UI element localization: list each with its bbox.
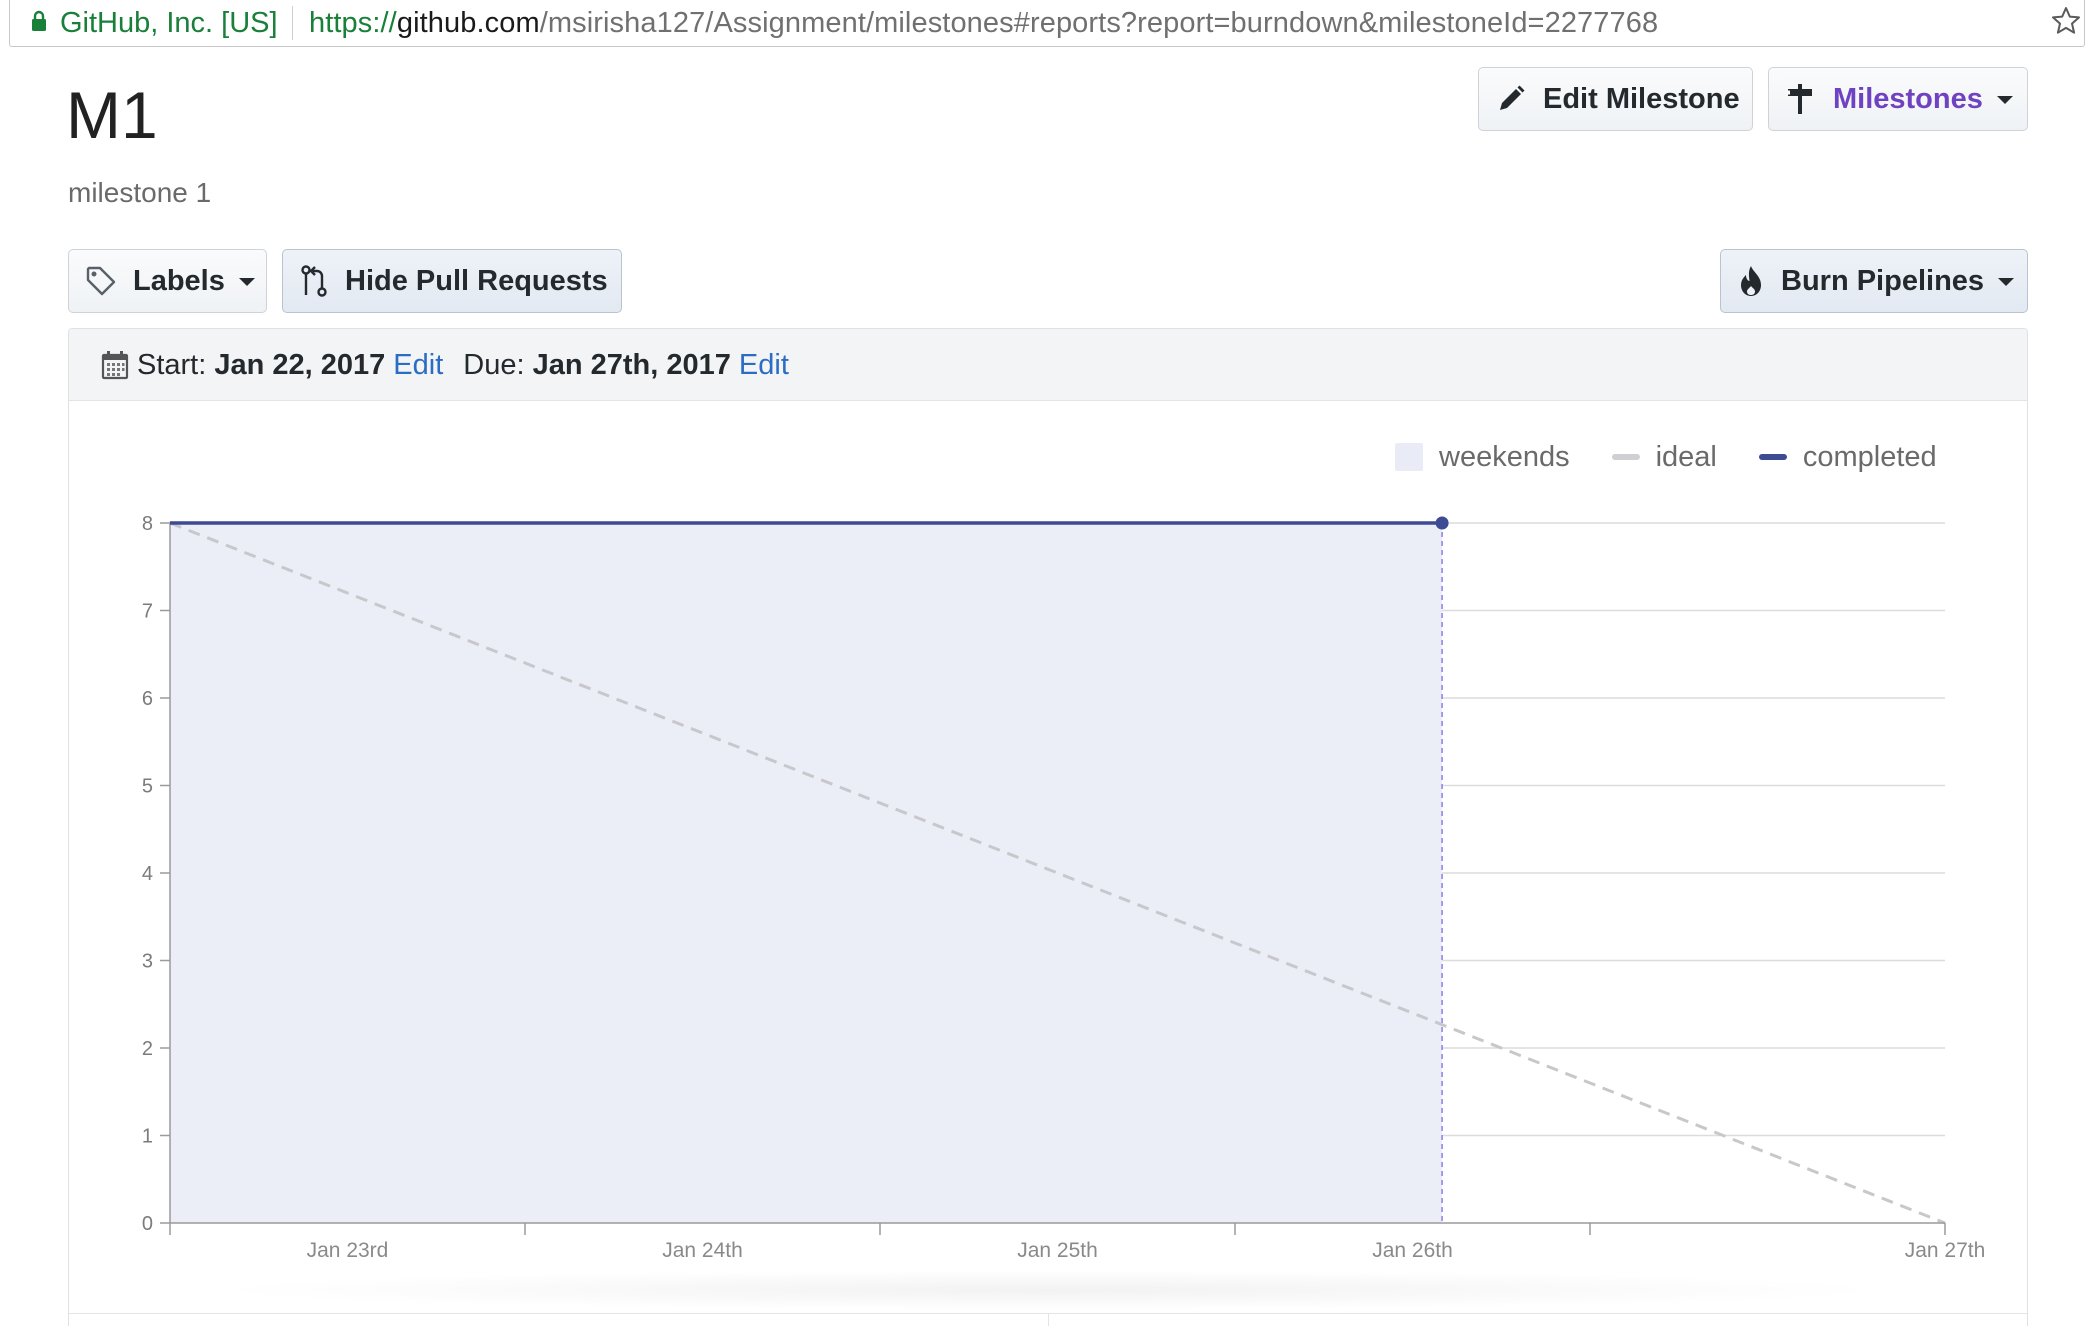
x-tick-label: Jan 23rd	[307, 1239, 389, 1262]
x-tick-label: Jan 24th	[662, 1239, 743, 1262]
url-scheme: https://	[309, 7, 397, 39]
milestone-dates: Start: Jan 22, 2017 Edit Due: Jan 27th, 2…	[101, 348, 789, 382]
lock-icon	[32, 10, 46, 31]
x-tick-label: Jan 26th	[1372, 1239, 1453, 1262]
ideal-series-line	[169, 521, 1946, 1225]
due-date: Jan 27th, 2017	[532, 349, 731, 381]
start-date: Jan 22, 2017	[214, 349, 386, 381]
address-divider	[292, 6, 293, 40]
weekends-swatch	[1395, 443, 1423, 471]
address-bar[interactable]: GitHub, Inc. [US] https://github.com/msi…	[9, 0, 2085, 47]
edit-start-date-link[interactable]: Edit	[393, 349, 444, 381]
completed-swatch	[1758, 454, 1787, 460]
pull-request-icon	[301, 265, 327, 297]
milestones-dropdown-button[interactable]: Milestones	[1768, 67, 2028, 131]
milestones-label: Milestones	[1833, 82, 1983, 115]
hide-pull-requests-button[interactable]: Hide Pull Requests	[282, 249, 622, 313]
y-tick-label: 2	[142, 1038, 153, 1060]
y-tick-label: 6	[142, 688, 153, 710]
chevron-down-icon	[238, 278, 255, 286]
flame-icon	[1741, 266, 1761, 296]
ideal-swatch	[1611, 454, 1640, 460]
y-tick-label: 3	[142, 951, 153, 973]
page-subtitle: milestone 1	[68, 177, 212, 208]
chevron-down-icon	[1996, 96, 2013, 104]
y-tick-label: 1	[142, 1126, 153, 1148]
tag-icon	[86, 266, 116, 296]
y-tick-label: 5	[142, 776, 153, 798]
y-tick-label: 8	[142, 513, 153, 535]
completed-area	[170, 523, 1443, 1223]
y-tick-label: 0	[142, 1213, 153, 1235]
milestone-dates-bar: Start: Jan 22, 2017 Edit Due: Jan 27th, 2…	[69, 329, 2027, 401]
chart-legend: weekends ideal completed	[1395, 440, 1937, 474]
legend-item-weekends[interactable]: weekends	[1395, 441, 1570, 474]
hide-pull-requests-label: Hide Pull Requests	[345, 264, 608, 297]
chevron-down-icon	[1998, 278, 2015, 286]
site-identity: GitHub, Inc. [US]	[60, 7, 278, 39]
panel-bottom-separator	[1048, 1313, 1049, 1326]
labels-dropdown-button[interactable]: Labels	[68, 249, 267, 313]
x-tick-label: Jan 25th	[1017, 1239, 1098, 1262]
page-title: M1	[66, 78, 158, 152]
x-tick-label: Jan 27th	[1905, 1239, 1986, 1262]
url-path: /msirisha127/Assignment/milestones#repor…	[539, 7, 1659, 39]
calendar-icon	[101, 351, 129, 380]
edit-milestone-button[interactable]: Edit Milestone	[1478, 67, 1753, 131]
labels-label: Labels	[133, 264, 225, 297]
edit-milestone-label: Edit Milestone	[1543, 82, 1740, 115]
legend-item-completed[interactable]: completed	[1758, 440, 1937, 474]
edit-due-date-link[interactable]: Edit	[738, 349, 789, 381]
pencil-icon	[1500, 85, 1525, 110]
legend-label: completed	[1802, 440, 1937, 473]
url-host: github.com	[396, 7, 540, 39]
due-label: Due:	[463, 349, 525, 381]
legend-label: weekends	[1439, 440, 1570, 473]
start-label: Start:	[137, 349, 207, 381]
y-tick-label: 4	[142, 863, 153, 885]
star-icon[interactable]	[2050, 5, 2082, 37]
legend-item-ideal[interactable]: ideal	[1611, 440, 1717, 474]
burn-pipelines-dropdown-button[interactable]: Burn Pipelines	[1720, 249, 2028, 313]
milestone-icon	[1787, 84, 1812, 114]
legend-label: ideal	[1655, 440, 1717, 473]
completed-point	[1435, 516, 1449, 530]
url-text[interactable]: https://github.com/msirisha127/Assignmen…	[309, 8, 1658, 38]
burn-pipelines-label: Burn Pipelines	[1781, 264, 1985, 297]
y-tick-label: 7	[142, 601, 153, 623]
